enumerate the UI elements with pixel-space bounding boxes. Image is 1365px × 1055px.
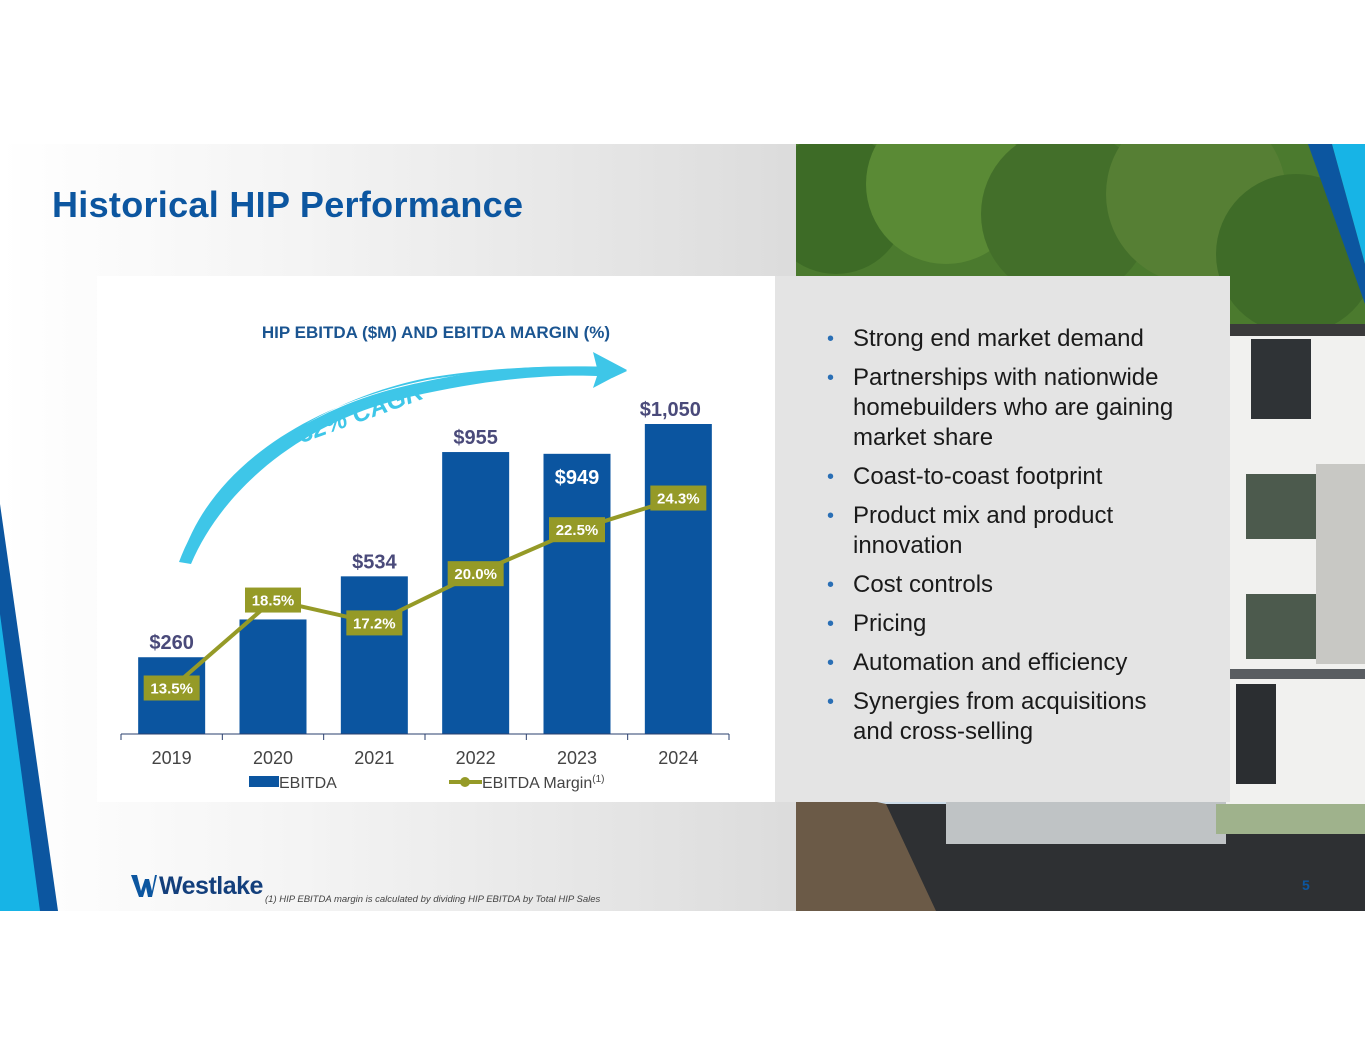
bullet-dot: • [827,367,835,389]
cagr-arrow-body [179,352,627,564]
ebitda-bar [543,453,611,734]
x-tick-label: 2023 [557,748,597,768]
bullet-dot: • [827,505,835,527]
legend-swatch-ebitda [249,776,279,787]
bullet-text: Strong end market demand [853,325,1144,352]
bars-group: $260$388$534$955$949$1,050 [138,399,712,734]
bullet-text: Coast-to-coast footprint [853,463,1103,490]
westlake-logo-icon [131,875,157,897]
ebitda-chart: 32% CAGR $260$388$534$955$949$1,050 2019… [120,352,730,792]
ebitda-bar [442,452,510,734]
x-tick-label: 2019 [152,748,192,768]
x-tick-label: 2020 [253,748,293,768]
bullet-panel: • Strong end market demand • Partnerships … [775,276,1230,802]
bar-value-label: $1,050 [640,399,701,421]
margin-label: 17.2% [353,615,396,632]
bullet-text: Synergies from acquisitions and cross-se… [853,688,1147,745]
x-tick-label: 2021 [354,748,394,768]
margin-label: 13.5% [150,681,193,698]
slide-title: Historical HIP Performance [52,184,524,225]
bar-value-label: $955 [453,427,498,449]
legend-label-ebitda: EBITDA [279,775,337,792]
bullet-item: • Cost controls [825,570,1185,600]
ebitda-bar [340,576,408,734]
bullet-text: Partnerships with nationwide homebuilder… [853,364,1174,451]
margin-label-box [650,485,707,511]
bullet-dot: • [827,328,835,350]
bullet-text: Cost controls [853,571,994,598]
logo-text: Westlake [159,871,263,900]
legend: EBITDA EBITDA Margin(1) [249,774,605,792]
bullet-item: • Automation and efficiency [825,648,1185,678]
bullet-item: • Strong end market demand [825,324,1185,354]
bullet-dot: • [827,652,835,674]
legend-marker-margin [460,777,470,787]
chart-panel: HIP EBITDA ($M) AND EBITDA MARGIN (%) 32… [97,276,775,802]
margin-line-group: 13.5% 18.5% 17.2% 20.0% 22.5% 24.3% [143,485,707,701]
legend-label-margin: EBITDA Margin(1) [482,774,605,792]
margin-label-box [245,587,301,613]
bar-value-label: $260 [149,632,194,654]
margin-label: 24.3% [657,491,700,508]
legend-label-margin-sup: (1) [592,774,604,785]
x-tick-label: 2022 [456,748,496,768]
margin-label-box [549,517,605,543]
bullet-text: Product mix and product innovation [853,502,1114,559]
ebitda-bar [644,424,712,734]
bullet-dot: • [827,466,835,488]
bullet-list: • Strong end market demand • Partnerships … [825,324,1185,756]
margin-label: 18.5% [252,593,295,610]
bar-value-label: $949 [555,467,600,489]
x-ticks [120,734,730,740]
x-tick-label: 2024 [658,748,698,768]
bullet-item: • Pricing [825,609,1185,639]
footnote: (1) HIP EBITDA margin is calculated by d… [265,894,601,905]
bullet-dot: • [827,613,835,635]
page-number: 5 [1302,877,1310,893]
margin-label-box [143,675,200,701]
ebitda-bar [239,619,307,734]
bullet-item: • Coast-to-coast footprint [825,462,1185,492]
bullet-dot: • [827,574,835,596]
slide: Historical HIP Performance [0,144,1365,911]
margin-label-box [346,610,403,636]
bullet-item: • Product mix and product innovation [825,501,1185,561]
legend-label-margin-text: EBITDA Margin [482,775,592,792]
cagr-label: 32% CAGR [294,378,426,449]
corner-decor-stripes [1308,144,1365,304]
bullet-text: Automation and efficiency [853,649,1128,676]
westlake-logo: Westlake [131,870,263,902]
bar-value-label: $534 [352,551,397,573]
left-decor-stripes [0,504,58,911]
chart-title: HIP EBITDA ($M) AND EBITDA MARGIN (%) [261,323,611,342]
margin-label-box [447,561,504,587]
bullet-item: • Synergies from acquisitions and cross-s… [825,687,1185,747]
x-labels: 2019 2020 2021 2022 2023 2024 [152,748,699,768]
bullet-item: • Partnerships with nationwide homebuilde… [825,363,1185,453]
bullet-dot: • [827,691,835,713]
bullet-text: Pricing [853,610,927,637]
margin-label: 20.0% [454,566,497,583]
margin-label: 22.5% [556,522,599,539]
